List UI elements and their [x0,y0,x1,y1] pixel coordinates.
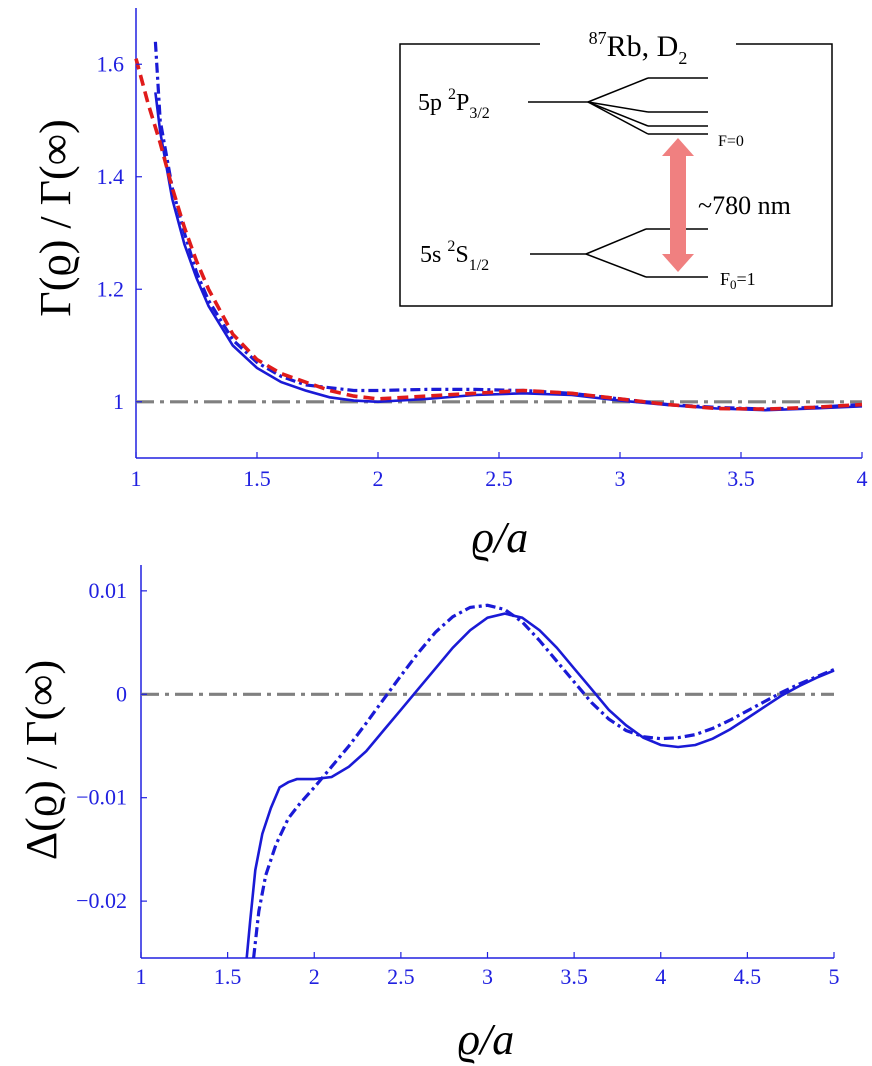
bottom-ytick-label: −0.01 [76,785,127,810]
upper-state-label: F=0 [718,133,744,150]
bottom-xtick-label: 4.5 [734,964,762,989]
bottom-series-blue-solid [245,612,835,959]
bottom-ytick-label: −0.02 [76,888,127,913]
lower-level-lines [530,228,708,278]
bottom-x-axis-label: ϱ/a [458,1015,515,1064]
top-series-blue-dashdot [153,41,863,411]
lower-state-label: F0=1 [720,269,756,292]
bottom-panel: 1 1.5 2 2.5 3 3.5 4 4.5 5 −0.02 −0.01 0 0.01 Δ(ϱ) /… [17,565,840,1064]
inset-frame [399,43,833,307]
energy-level-inset: 87Rb, D2 5p 2P3/2 F=0 5s 2S1/2 [399,28,833,307]
top-panel: 1 1.5 2 2.5 3 3.5 4 1 1.2 1.4 1.6 Γ(ϱ) / Γ(∞) ϱ/a… [31,8,868,562]
lower-level-label: 5s 2S1/2 [420,238,489,274]
bottom-xtick-label: 2 [309,964,320,989]
upper-level-label: 5p 2P3/2 [418,86,490,122]
top-ytick-label: 1 [113,389,124,414]
top-y-axis-label: Γ(ϱ) / Γ(∞) [31,119,80,316]
top-xtick-label: 1 [131,466,142,491]
top-ytick-label: 1.6 [97,51,125,76]
inset-title-isotope: 87 [589,28,607,48]
bottom-ytick-label: 0 [116,681,127,706]
inset-title: 87Rb, D2 [589,28,688,68]
bottom-series-blue-dashdot [252,603,835,959]
bottom-xtick-label: 3 [482,964,493,989]
bottom-xtick-label: 4 [655,964,666,989]
top-x-axis-label: ϱ/a [472,513,529,562]
bottom-xtick-label: 2.5 [387,964,415,989]
bottom-xtick-label: 3.5 [560,964,588,989]
top-ytick-label: 1.2 [97,276,125,301]
bottom-xtick-label: 5 [829,964,840,989]
transition-wavelength: ~780 nm [698,191,791,220]
bottom-ytick-label: 0.01 [89,578,128,603]
top-xtick-label: 3.5 [727,466,755,491]
top-series-red-dashed [134,58,863,411]
bottom-xtick-label: 1 [136,964,147,989]
inset-title-main: Rb, D [607,30,679,63]
upper-level-lines [528,77,708,135]
top-xtick-label: 2.5 [485,466,513,491]
top-xtick-label: 4 [857,466,868,491]
top-xtick-label: 1.5 [243,466,271,491]
top-ytick-label: 1.4 [97,164,125,189]
bottom-xtick-label: 1.5 [214,964,242,989]
top-xtick-label: 3 [615,466,626,491]
top-xtick-label: 2 [373,466,384,491]
bottom-y-axis-label: Δ(ϱ) / Γ(∞) [17,660,66,860]
inset-title-sub: 2 [678,48,687,68]
transition-arrow [662,138,694,272]
